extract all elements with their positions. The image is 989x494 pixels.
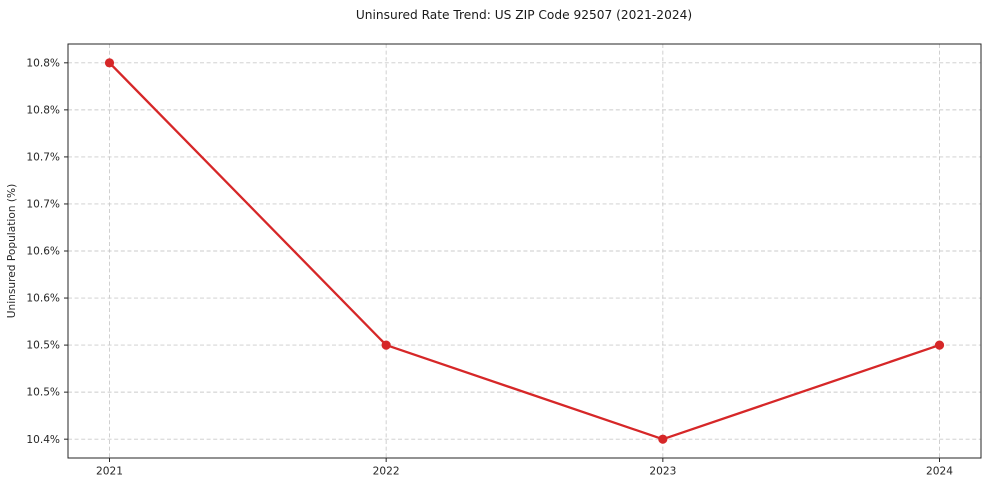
y-tick-label: 10.7% [26,152,60,164]
data-point [381,340,391,350]
y-tick-label: 10.5% [26,387,60,399]
y-tick-label: 10.4% [26,434,60,446]
x-tick-label: 2021 [96,466,123,478]
data-point [934,340,945,350]
x-tick-label: 2024 [926,466,953,478]
chart-title: Uninsured Rate Trend: US ZIP Code 92507 … [356,8,692,22]
y-tick-label: 10.8% [26,104,60,116]
tick-layer: 10.4% 10.5% 10.5% 10.6% 10.6% 10.7% 10.7% 10.8%… [26,57,953,477]
y-tick-label: 10.7% [26,199,60,211]
y-tick-label: 10.6% [26,246,60,258]
y-tick-label: 10.8% [26,57,60,69]
x-tick-label: 2022 [373,466,400,478]
x-tick-label: 2023 [649,466,676,478]
data-point [658,434,668,444]
y-axis-label: Uninsured Population (%) [6,184,18,318]
y-tick-label: 10.6% [26,293,60,305]
y-tick-label: 10.5% [26,340,60,352]
trend-line [108,61,941,441]
grid-layer [68,44,981,458]
data-point [104,58,115,68]
series-layer [104,58,945,444]
